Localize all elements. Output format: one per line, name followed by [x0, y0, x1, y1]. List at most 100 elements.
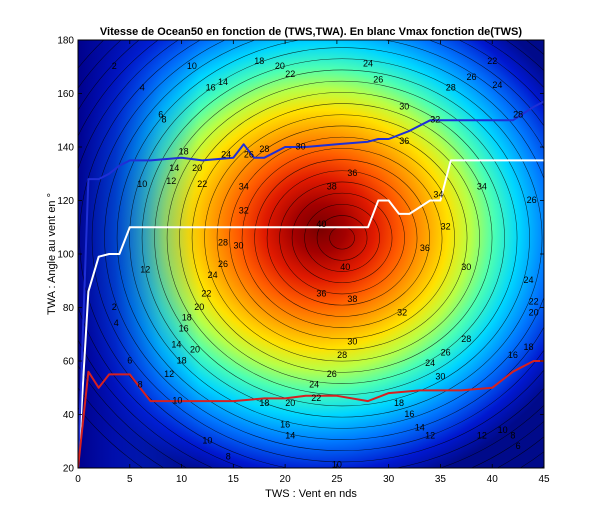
contour-label: 14 — [285, 430, 295, 440]
contour-lines — [78, 40, 544, 468]
contour-label: 28 — [259, 144, 269, 154]
x-tick-label: 0 — [75, 474, 81, 485]
contour-label: 26 — [527, 195, 537, 205]
contour-label: 22 — [487, 56, 497, 66]
contour-label: 30 — [435, 371, 445, 381]
contour-line — [79, 40, 544, 468]
contour-label: 18 — [254, 56, 264, 66]
x-axis-ticks: 0 5 10 15 20 25 30 35 40 45 — [75, 40, 550, 485]
contour-label: 14 — [171, 339, 181, 349]
contour-label: 34 — [477, 181, 487, 191]
y-tick-label: 120 — [57, 196, 74, 207]
contour-label: 28 — [446, 83, 456, 93]
contour-label: 14 — [218, 77, 228, 87]
contour-label: 22 — [311, 393, 321, 403]
contour-label: 20 — [285, 398, 295, 408]
contour-label: 30 — [296, 141, 306, 151]
y-tick-label: 80 — [63, 303, 75, 314]
contour-label: 20 — [190, 345, 200, 355]
contour-label: 36 — [316, 288, 326, 298]
x-axis-label: TWS : Vent en nds — [265, 488, 357, 500]
chart-title: Vitesse de Ocean50 en fonction de (TWS,T… — [100, 26, 522, 38]
contour-label: 14 — [169, 163, 179, 173]
contour-label: 10 — [137, 179, 147, 189]
contour-line — [141, 58, 543, 418]
contour-line — [191, 103, 493, 373]
contour-label: 24 — [221, 149, 231, 159]
contour-label: 16 — [280, 420, 290, 430]
contour-label: 38 — [347, 294, 357, 304]
x-tick-label: 20 — [280, 474, 292, 485]
contour-label: 28 — [218, 238, 228, 248]
contour-label: 28 — [337, 350, 347, 360]
contour-label: 26 — [441, 347, 451, 357]
x-tick-label: 10 — [176, 474, 188, 485]
contour-line — [229, 136, 455, 340]
x-tick-label: 35 — [435, 474, 447, 485]
contour-line — [254, 159, 430, 317]
contour-label: 32 — [430, 115, 440, 125]
contour-label: 40 — [340, 262, 350, 272]
contour-label: 36 — [399, 136, 409, 146]
x-tick-label: 5 — [127, 474, 133, 485]
contour-label: 30 — [399, 101, 409, 111]
contour-label: 10 — [202, 436, 212, 446]
x-tick-label: 15 — [228, 474, 240, 485]
contour-label: 20 — [192, 163, 202, 173]
contour-label: 30 — [347, 337, 357, 347]
contour-line — [204, 114, 480, 362]
y-tick-label: 20 — [63, 464, 75, 475]
contour-label: 26 — [373, 74, 383, 84]
contour-label: 8 — [138, 379, 143, 389]
contour-label: 12 — [164, 369, 174, 379]
contour-label: 16 — [404, 409, 414, 419]
contour-label: 10 — [332, 460, 342, 470]
contour-label: 18 — [394, 398, 404, 408]
contour-label: 20 — [275, 61, 285, 71]
contour-label: 14 — [415, 422, 425, 432]
contour-label: 32 — [397, 307, 407, 317]
contour-label: 26 — [218, 259, 228, 269]
y-tick-label: 160 — [57, 89, 74, 100]
contour-label: 24 — [425, 358, 435, 368]
contour-label: 6 — [516, 441, 521, 451]
contour-label: 28 — [461, 334, 471, 344]
contour-label: 28 — [513, 109, 523, 119]
x-tick-label: 40 — [487, 474, 499, 485]
contour-label: 18 — [523, 342, 533, 352]
contour-label: 32 — [239, 206, 249, 216]
contour-label: 10 — [187, 61, 197, 71]
contour-label: 24 — [492, 80, 502, 90]
contour-label: 16 — [206, 83, 216, 93]
y-tick-label: 180 — [57, 36, 74, 47]
contour-label: 24 — [208, 270, 218, 280]
contour-label: 18 — [259, 398, 269, 408]
contour-line — [91, 40, 544, 463]
contour-label: 30 — [233, 240, 243, 250]
contour-line — [291, 192, 393, 284]
contour-label: 18 — [177, 355, 187, 365]
contour-label: 22 — [201, 288, 211, 298]
contour-label: 24 — [309, 379, 319, 389]
contour-line — [129, 47, 544, 429]
contour-label: 30 — [461, 262, 471, 272]
contour-label: 4 — [114, 318, 119, 328]
contour-label: 10 — [498, 425, 508, 435]
contour-line — [241, 148, 443, 328]
contour-label: 26 — [466, 72, 476, 82]
contour-label: 8 — [510, 430, 515, 440]
x-tick-label: 25 — [331, 474, 343, 485]
contour-label: 26 — [244, 149, 254, 159]
y-axis-label: TWA : Angle au vent en ° — [46, 193, 58, 315]
contour-label: 32 — [441, 222, 451, 232]
contour-label: 12 — [477, 430, 487, 440]
contour-label: 34 — [433, 190, 443, 200]
contour-label: 20 — [529, 307, 539, 317]
contour-label: 16 — [179, 323, 189, 333]
y-tick-label: 140 — [57, 143, 74, 154]
contour-label: 24 — [363, 58, 373, 68]
contour-label: 10 — [172, 395, 182, 405]
contour-label: 22 — [285, 69, 295, 79]
